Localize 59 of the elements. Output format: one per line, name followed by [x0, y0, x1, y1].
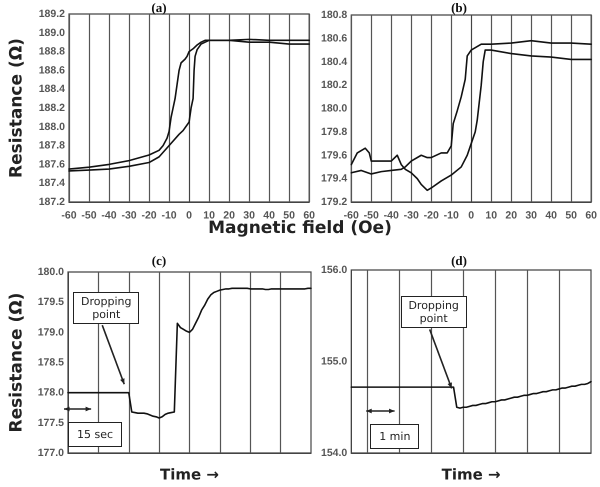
y-tick-label: 155.0	[320, 356, 348, 368]
y-tick-label: 188.6	[38, 64, 66, 76]
y-axis-title: Resistance (Ω)	[6, 292, 26, 432]
y-tick-label: 187.4	[38, 177, 66, 190]
chart-title: (d)	[451, 253, 467, 268]
y-tick-label: 156.0	[320, 264, 348, 276]
x-tick-label: 30	[525, 210, 538, 222]
x-tick-label: 20	[505, 210, 518, 222]
x-tick-label: 60	[585, 210, 598, 222]
y-tick-label: 177.5	[38, 416, 64, 429]
x-axis-title: Time →	[442, 466, 501, 484]
y-tick-label: 188.8	[38, 46, 66, 58]
y-tick-label: 188.2	[38, 102, 66, 114]
x-tick-label: -30	[121, 210, 137, 222]
y-tick-label: 179.6	[320, 149, 348, 162]
x-tick-label: 10	[485, 210, 498, 222]
chart-title: (c)	[152, 253, 166, 268]
x-tick-label: -60	[61, 210, 77, 222]
x-tick-label: 0	[468, 210, 474, 222]
x-tick-label: 50	[565, 210, 578, 222]
y-tick-label: 180.0	[320, 102, 348, 114]
x-axis-title: Time →	[160, 466, 219, 484]
annotation: 15 sec	[68, 422, 122, 447]
y-tick-label: 154.0	[320, 447, 348, 459]
x-tick-label: -20	[424, 210, 439, 222]
y-tick-label: 180.2	[320, 79, 348, 92]
y-tick-label: 180.0	[38, 266, 64, 278]
y-tick-label: 188.4	[38, 83, 66, 96]
y-tick-label: 179.2	[320, 196, 348, 208]
chart-title: (b)	[451, 0, 467, 15]
y-tick-label: 178.5	[38, 356, 64, 368]
x-tick-label: -40	[101, 210, 117, 222]
y-tick-label: 179.4	[320, 172, 348, 185]
y-tick-label: 180.4	[320, 56, 348, 68]
x-tick-label: -10	[444, 210, 459, 222]
y-tick-label: 178.0	[38, 386, 64, 399]
y-tick-label: 188.0	[38, 120, 66, 133]
y-tick-label: 180.6	[320, 32, 348, 44]
y-tick-label: 187.2	[38, 196, 66, 208]
annotation: Dropping point	[400, 296, 467, 328]
y-tick-label: 177.0	[38, 447, 64, 459]
y-tick-label: 189.2	[38, 8, 66, 20]
x-tick-label: 40	[545, 210, 558, 222]
x-tick-label: -30	[404, 210, 419, 222]
y-tick-label: 187.8	[38, 140, 66, 152]
chart-title: (a)	[151, 0, 167, 15]
x-tick-label: 0	[186, 210, 192, 222]
y-tick-label: 180.8	[320, 9, 348, 21]
x-tick-label: -20	[141, 210, 157, 222]
y-tick-label: 189.0	[38, 26, 66, 39]
x-tick-label: -50	[81, 210, 97, 222]
y-tick-label: 179.0	[38, 326, 64, 338]
annotation: 1 min	[370, 424, 420, 449]
annotation: Dropping point	[73, 292, 140, 324]
y-axis-title: Resistance (Ω)	[6, 38, 26, 178]
x-tick-label: -10	[161, 210, 177, 222]
y-tick-label: 179.8	[320, 126, 348, 138]
y-tick-label: 179.5	[38, 296, 64, 308]
y-tick-label: 187.6	[38, 158, 66, 170]
